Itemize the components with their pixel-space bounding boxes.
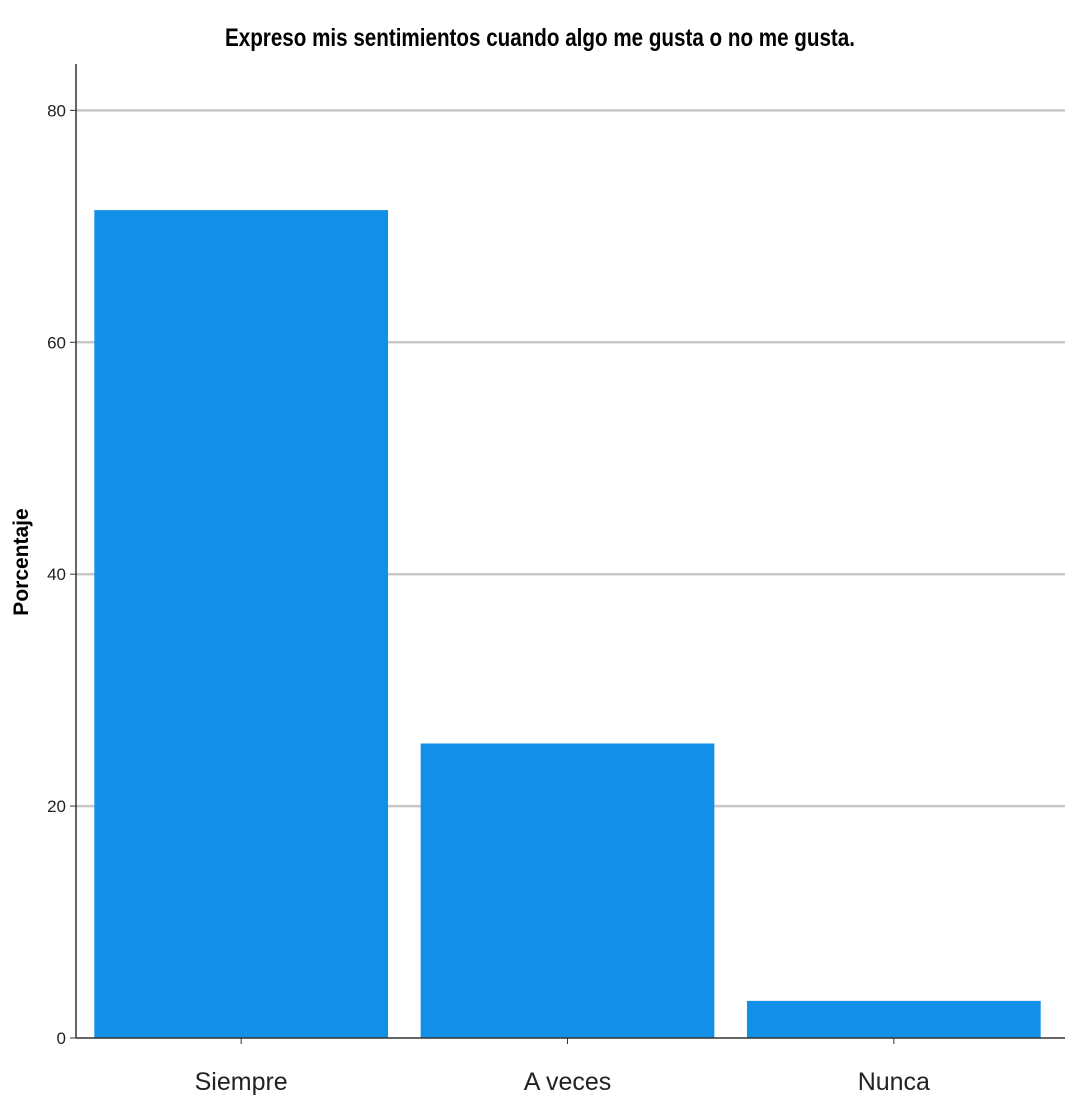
x-category-label-nunca: Nunca bbox=[858, 1068, 930, 1096]
x-category-label-siempre: Siempre bbox=[195, 1068, 288, 1096]
bars bbox=[94, 210, 1041, 1039]
chart-title: Expreso mis sentimientos cuando algo me … bbox=[225, 24, 855, 52]
bar-a-veces bbox=[420, 743, 715, 1038]
y-tick-label-0: 0 bbox=[57, 1029, 66, 1048]
y-axis-label: Porcentaje bbox=[10, 508, 33, 615]
x-category-label-a-veces: A veces bbox=[524, 1068, 612, 1096]
bar-siempre bbox=[94, 210, 389, 1039]
y-tick-labels: 0 20 40 60 80 bbox=[47, 101, 66, 1048]
y-tick-label-60: 60 bbox=[47, 333, 66, 352]
y-tick-label-20: 20 bbox=[47, 797, 66, 816]
y-tick-label-40: 40 bbox=[47, 565, 66, 584]
x-category-labels: Siempre A veces Nunca bbox=[195, 1068, 930, 1096]
y-tick-label-80: 80 bbox=[47, 101, 66, 120]
bar-nunca bbox=[746, 1000, 1041, 1038]
axes bbox=[70, 64, 1065, 1044]
